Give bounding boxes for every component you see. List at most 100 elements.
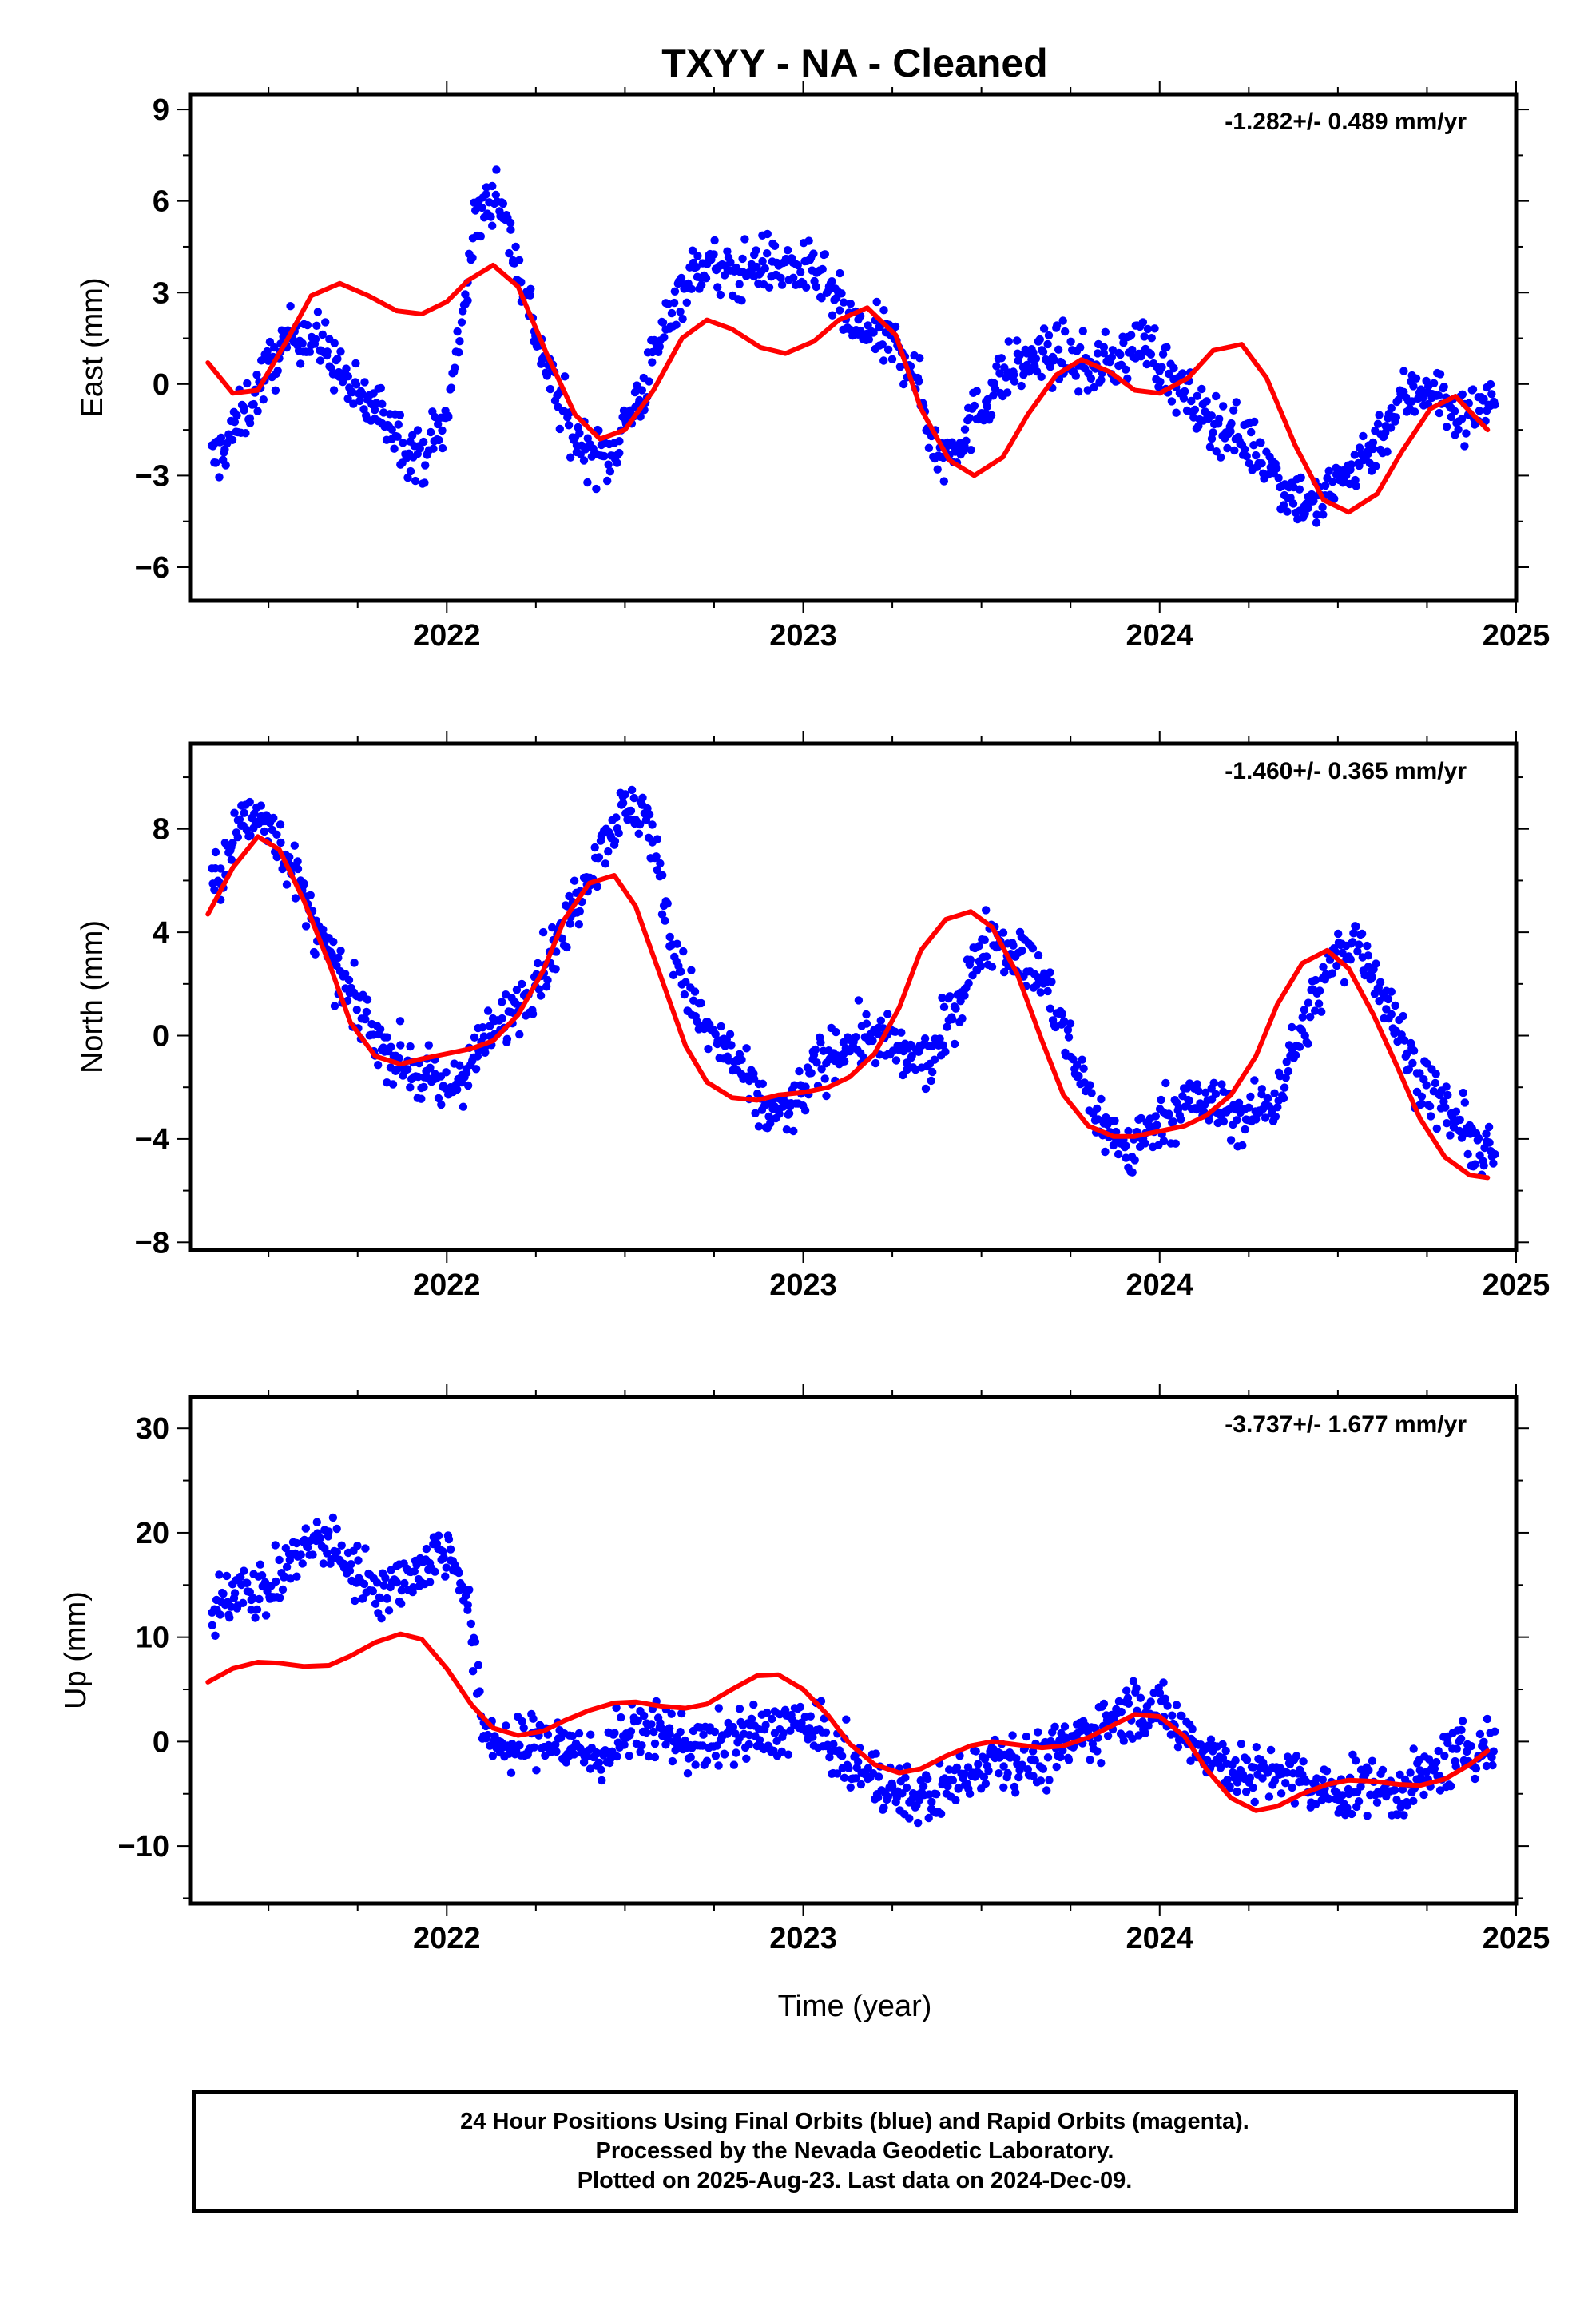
data-point — [864, 321, 872, 330]
data-point — [924, 1813, 933, 1823]
data-point — [737, 296, 746, 305]
y-tick-label: −10 — [118, 1830, 169, 1864]
data-point — [438, 443, 447, 453]
data-point — [965, 1789, 975, 1798]
y-tick-label: 0 — [153, 1725, 169, 1759]
data-point — [431, 412, 439, 422]
data-point — [1291, 1050, 1300, 1060]
data-point — [1263, 1768, 1272, 1777]
data-point — [368, 1586, 377, 1596]
data-point — [1043, 1753, 1053, 1762]
data-point — [862, 1019, 871, 1028]
data-point — [796, 268, 805, 276]
data-point — [697, 998, 705, 1008]
data-point — [960, 991, 969, 1000]
data-point — [375, 1025, 385, 1034]
data-point — [854, 1757, 863, 1766]
data-point — [278, 1585, 288, 1594]
data-point — [1197, 384, 1206, 394]
data-point — [950, 1039, 959, 1049]
data-point — [216, 1610, 224, 1619]
data-point — [1283, 507, 1292, 516]
data-point — [967, 446, 975, 454]
data-point — [1434, 1746, 1443, 1756]
data-point — [1034, 1728, 1042, 1737]
data-point — [1429, 379, 1439, 387]
data-point — [816, 1038, 825, 1047]
data-point — [790, 1081, 799, 1090]
data-point — [1312, 510, 1321, 519]
data-point — [879, 1803, 888, 1812]
data-point — [1155, 1689, 1165, 1697]
data-point — [347, 1560, 355, 1569]
data-point — [1185, 1096, 1193, 1105]
data-point — [1457, 1725, 1466, 1734]
data-point — [737, 1055, 746, 1065]
data-point — [312, 321, 321, 330]
data-point — [1372, 462, 1380, 470]
data-point — [228, 839, 237, 847]
data-point — [439, 1554, 448, 1562]
data-point — [342, 364, 351, 373]
data-point — [343, 372, 352, 381]
data-point — [334, 953, 343, 963]
data-point — [656, 859, 665, 868]
data-point — [1447, 1782, 1455, 1791]
figure-title: TXYY - NA - Cleaned — [661, 41, 1047, 85]
data-point — [486, 1022, 494, 1030]
data-point — [1356, 1782, 1365, 1791]
data-point — [649, 1727, 658, 1737]
data-point — [1233, 1787, 1241, 1796]
data-point — [1441, 1103, 1450, 1112]
data-point — [308, 1550, 317, 1559]
data-point — [989, 391, 998, 400]
data-point — [629, 793, 638, 803]
data-point — [1398, 1785, 1407, 1794]
data-point — [1233, 1778, 1242, 1787]
x-tick-label: 2025 — [1483, 619, 1550, 653]
data-point — [805, 1724, 814, 1733]
data-point — [783, 246, 792, 255]
data-point — [669, 298, 679, 308]
data-point — [1474, 1133, 1483, 1143]
data-point — [1309, 496, 1318, 506]
data-point — [1296, 473, 1305, 482]
data-point — [1387, 987, 1396, 996]
data-point — [532, 1766, 541, 1775]
data-point — [463, 1081, 473, 1090]
data-point — [1452, 1744, 1461, 1753]
data-point — [751, 1109, 760, 1118]
data-point — [1172, 408, 1181, 417]
data-point — [1372, 1798, 1382, 1807]
data-point — [1347, 1809, 1356, 1819]
data-point — [1457, 415, 1467, 423]
data-point — [249, 399, 258, 409]
data-point — [895, 363, 905, 371]
data-point — [770, 241, 780, 250]
data-point — [312, 1518, 321, 1526]
observations — [207, 165, 1499, 527]
y-tick-label: 0 — [153, 1020, 169, 1054]
data-point — [604, 460, 613, 469]
data-point — [615, 448, 624, 458]
data-point — [1456, 1734, 1466, 1743]
data-point — [1364, 1766, 1373, 1775]
data-point — [518, 979, 526, 989]
data-point — [1046, 363, 1055, 371]
data-point — [1372, 959, 1380, 968]
data-point — [1078, 1055, 1086, 1064]
observations — [208, 1513, 1499, 1828]
data-point — [1467, 1741, 1476, 1751]
data-point — [488, 1752, 498, 1760]
data-point — [784, 1109, 794, 1118]
data-point — [1132, 1684, 1141, 1693]
data-point — [714, 1704, 723, 1713]
data-point — [1338, 1791, 1347, 1800]
data-point — [864, 335, 874, 344]
data-point — [795, 1066, 804, 1076]
data-point — [1167, 397, 1177, 406]
data-point — [1363, 1812, 1372, 1820]
x-tick-label: 2023 — [769, 1922, 837, 1955]
data-point — [898, 1789, 907, 1798]
data-point — [408, 431, 417, 440]
